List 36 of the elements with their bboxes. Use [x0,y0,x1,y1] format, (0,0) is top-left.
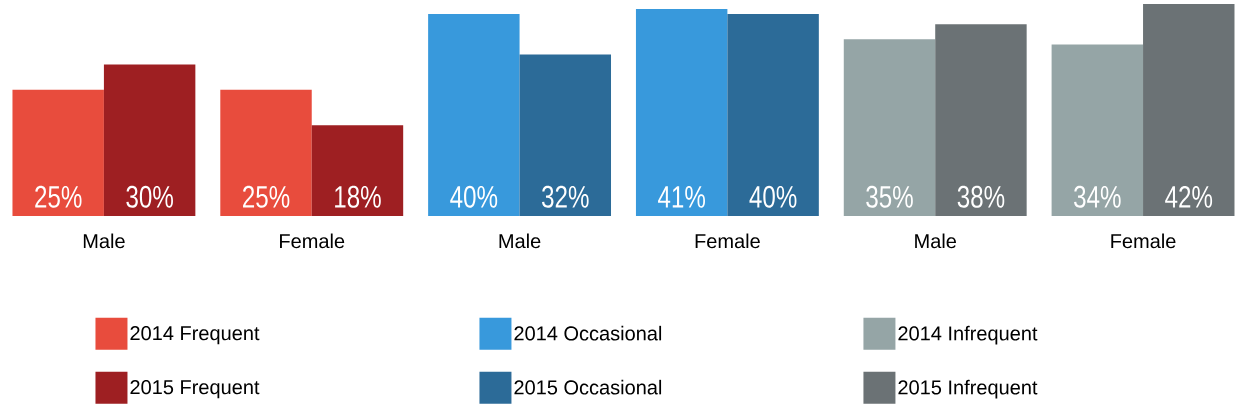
data-label: 35% [866,185,913,208]
legend-label: 2015 Frequent [130,380,260,399]
bar [843,39,936,216]
legend-label: 2014 Frequent [130,326,260,345]
data-label: 41% [658,186,705,208]
data-label: 38% [957,185,1005,208]
x-tick-label: Male [83,233,125,249]
data-label: 18% [335,185,381,208]
data-label: 42% [1165,185,1213,208]
data-label: 40% [450,185,498,208]
bar [635,9,728,216]
data-label: 40% [749,185,797,208]
bar [103,64,196,216]
bar [1051,44,1144,216]
bar [12,89,104,216]
legend-label: 2015 Occasional [514,379,662,395]
bar [727,14,819,216]
x-tick-label: Female [1111,233,1176,249]
data-label: 34% [1074,185,1121,208]
x-tick-label: Female [695,233,760,249]
legend-label: 2014 Occasional [514,325,662,341]
legend-label: 2014 Infrequent [898,325,1038,345]
bar [519,54,612,216]
legend-label: 2015 Infrequent [898,379,1038,399]
x-tick-label: Male [915,233,956,249]
x-tick-label: Female [280,233,345,249]
bar [311,125,404,216]
bar [428,14,520,216]
bar [935,24,1027,216]
bar [220,89,312,216]
bar [1143,4,1235,216]
data-label: 30% [126,185,173,208]
x-tick-label: Male [499,233,541,249]
data-label: 25% [35,185,82,208]
data-label: 25% [243,185,290,208]
data-label: 32% [542,185,589,208]
